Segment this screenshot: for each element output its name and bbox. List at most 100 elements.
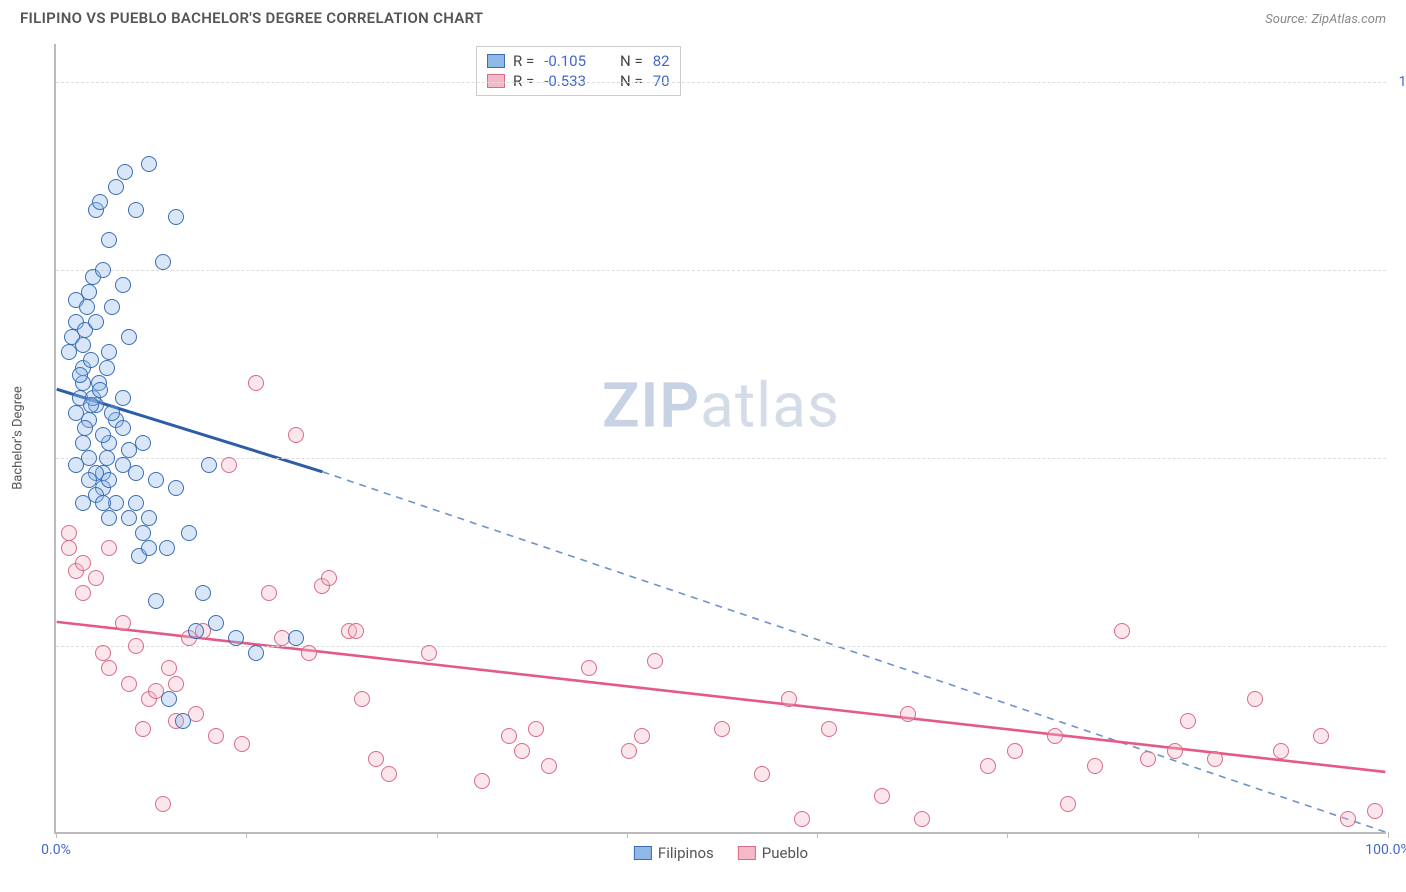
data-point <box>381 766 397 782</box>
stats-row-a: R = -0.105 N = 82 <box>487 51 670 71</box>
legend-item-filipinos: Filipinos <box>634 844 714 862</box>
y-tick-label: 25.0% <box>1392 638 1406 654</box>
x-tick <box>437 832 438 838</box>
x-tick <box>1388 832 1389 838</box>
data-point <box>754 766 770 782</box>
data-point <box>81 472 97 488</box>
data-point <box>1087 758 1103 774</box>
data-point <box>161 691 177 707</box>
source-attribution: Source: ZipAtlas.com <box>1265 8 1386 27</box>
data-point <box>101 232 117 248</box>
data-point <box>128 465 144 481</box>
data-point <box>208 728 224 744</box>
data-point <box>1047 728 1063 744</box>
data-point <box>101 540 117 556</box>
data-point <box>421 645 437 661</box>
data-point <box>621 743 637 759</box>
data-point <box>528 721 544 737</box>
data-point <box>188 623 204 639</box>
data-point <box>75 337 91 353</box>
legend-label-a: Filipinos <box>658 844 714 862</box>
x-tick-label-min: 0.0% <box>41 842 71 858</box>
swatch-pueblo-icon <box>738 846 756 860</box>
data-point <box>99 450 115 466</box>
data-point <box>72 367 88 383</box>
data-point <box>115 390 131 406</box>
data-point <box>75 585 91 601</box>
data-point <box>75 435 91 451</box>
x-tick <box>246 832 247 838</box>
r-value-a: -0.105 <box>544 52 586 70</box>
data-point <box>1367 803 1383 819</box>
data-point <box>794 811 810 827</box>
data-point <box>121 442 137 458</box>
data-point <box>155 796 171 812</box>
data-point <box>1207 751 1223 767</box>
data-point <box>101 344 117 360</box>
data-point <box>248 375 264 391</box>
stats-legend: R = -0.105 N = 82 R = -0.533 N = 70 <box>476 46 681 96</box>
data-point <box>900 706 916 722</box>
data-point <box>148 472 164 488</box>
data-point <box>1114 623 1130 639</box>
data-point <box>75 555 91 571</box>
data-point <box>81 284 97 300</box>
data-point <box>321 570 337 586</box>
data-point <box>168 209 184 225</box>
data-point <box>261 585 277 601</box>
data-point <box>248 645 264 661</box>
data-point <box>68 457 84 473</box>
data-point <box>115 420 131 436</box>
data-point <box>115 277 131 293</box>
data-point <box>95 495 111 511</box>
data-point <box>1273 743 1289 759</box>
data-point <box>914 811 930 827</box>
data-point <box>141 156 157 172</box>
data-point <box>104 405 120 421</box>
source-label: Source: <box>1265 12 1307 27</box>
data-point <box>141 510 157 526</box>
data-point <box>135 721 151 737</box>
data-point <box>61 540 77 556</box>
series-legend: Filipinos Pueblo <box>634 844 808 862</box>
data-point <box>181 525 197 541</box>
data-point <box>474 773 490 789</box>
chart-title: FILIPINO VS PUEBLO BACHELOR'S DEGREE COR… <box>20 9 483 27</box>
data-point <box>168 676 184 692</box>
data-point <box>101 660 117 676</box>
x-tick-label-max: 100.0% <box>1365 842 1406 858</box>
data-point <box>647 653 663 669</box>
data-point <box>61 525 77 541</box>
data-point <box>121 510 137 526</box>
data-point <box>101 510 117 526</box>
data-point <box>301 645 317 661</box>
legend-label-b: Pueblo <box>762 844 808 862</box>
y-tick-label: 100.0% <box>1392 74 1406 90</box>
data-point <box>148 593 164 609</box>
x-tick <box>817 832 818 838</box>
data-point <box>1247 691 1263 707</box>
data-point <box>781 691 797 707</box>
data-point <box>135 525 151 541</box>
data-point <box>77 420 93 436</box>
data-point <box>1167 743 1183 759</box>
data-point <box>581 660 597 676</box>
x-tick <box>56 832 57 838</box>
data-point <box>141 540 157 556</box>
data-point <box>159 540 175 556</box>
x-tick <box>1007 832 1008 838</box>
data-point <box>108 179 124 195</box>
data-point <box>1340 811 1356 827</box>
grid-line <box>56 82 1386 83</box>
data-point <box>99 360 115 376</box>
data-point <box>128 202 144 218</box>
data-point <box>92 194 108 210</box>
r-label: R = <box>513 52 534 70</box>
data-point <box>83 352 99 368</box>
data-point <box>88 314 104 330</box>
data-point <box>234 736 250 752</box>
data-point <box>95 427 111 443</box>
data-point <box>228 630 244 646</box>
scatter-chart: Bachelor's Degree ZIPatlas R = -0.105 N … <box>54 44 1386 834</box>
data-point <box>714 721 730 737</box>
